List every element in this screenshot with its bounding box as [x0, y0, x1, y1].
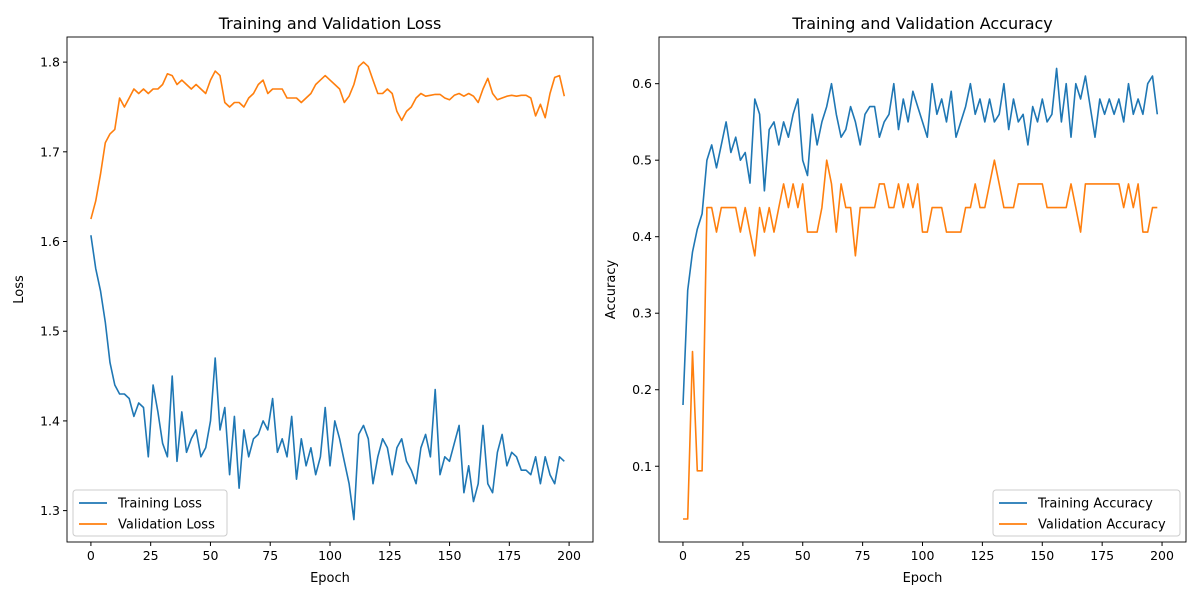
y-tick-label: 0.6 [632, 76, 652, 91]
y-tick-label: 0.4 [632, 229, 652, 244]
y-tick-label: 0.2 [632, 382, 652, 397]
x-tick-label: 150 [438, 548, 462, 563]
legend-label: Training Loss [117, 497, 202, 512]
x-tick-label: 25 [735, 548, 751, 563]
y-axis-label: Accuracy [604, 260, 619, 320]
x-tick-label: 100 [318, 548, 342, 563]
chart-title: Training and Validation Loss [218, 14, 442, 33]
x-tick-label: 125 [378, 548, 402, 563]
y-tick-label: 0.3 [632, 306, 652, 321]
legend: Training Accuracy Validation Accuracy [992, 489, 1181, 537]
y-tick-label: 1.6 [40, 234, 60, 249]
x-tick-label: 0 [679, 548, 687, 563]
y-tick-label: 0.1 [632, 459, 652, 474]
series-line-training-accuracy [682, 67, 1159, 406]
series-line-training-loss [90, 235, 565, 521]
x-tick-label: 50 [203, 548, 219, 563]
x-tick-label: 125 [970, 548, 994, 563]
x-tick-label: 75 [855, 548, 871, 563]
x-tick-label: 150 [1030, 548, 1054, 563]
legend-box [72, 489, 228, 537]
series-line-validation-loss [90, 61, 566, 220]
x-axis-label: Epoch [310, 571, 350, 586]
x-tick-label: 175 [1090, 548, 1114, 563]
axes-frame [658, 36, 1187, 543]
y-tick-label: 1.5 [40, 324, 60, 339]
chart-title: Training and Validation Accuracy [791, 14, 1053, 33]
legend: Training Loss Validation Loss [72, 489, 228, 537]
x-tick-label: 25 [143, 548, 159, 563]
x-tick-label: 175 [497, 548, 521, 563]
x-tick-label: 200 [1150, 548, 1174, 563]
legend-box [992, 489, 1181, 537]
legend-label: Validation Loss [118, 518, 215, 533]
accuracy-chart: 0 25 50 75 100 125 150 175 200 0.1 0.2 0.3 0.4 0.5 0.6… [604, 14, 1187, 586]
legend-label: Training Accuracy [1037, 497, 1153, 512]
y-tick-label: 1.8 [40, 55, 60, 70]
x-tick-label: 200 [557, 548, 581, 563]
x-axis-label: Epoch [903, 571, 943, 586]
y-axis-label: Loss [12, 275, 27, 304]
x-tick-label: 75 [262, 548, 278, 563]
y-tick-label: 0.5 [632, 153, 652, 168]
series-line-validation-accuracy [683, 159, 1158, 520]
x-tick-label: 50 [795, 548, 811, 563]
y-tick-label: 1.7 [40, 144, 60, 159]
x-tick-label: 100 [911, 548, 935, 563]
y-tick-label: 1.4 [40, 413, 60, 428]
x-tick-label: 0 [87, 548, 95, 563]
loss-chart: 0 25 50 75 100 125 150 175 200 1.3 1.4 1.5 1.6 1.7 1.8… [12, 14, 594, 586]
y-tick-label: 1.3 [40, 503, 60, 518]
legend-label: Validation Accuracy [1038, 518, 1166, 533]
